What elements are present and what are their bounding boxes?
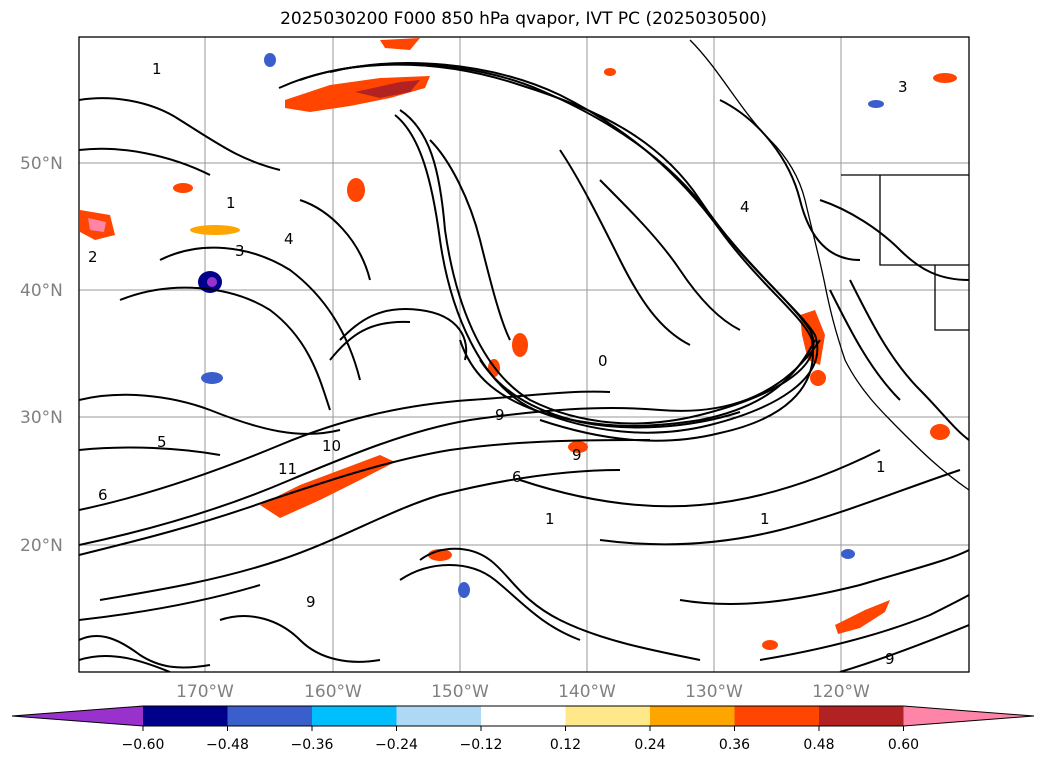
colorbar-tick-label: 0.48 xyxy=(803,737,834,753)
colorbar-bin xyxy=(819,706,904,726)
contour-label: 4 xyxy=(284,230,294,248)
contour-label: 1 xyxy=(876,458,886,476)
shade-blue-small-5 xyxy=(458,582,470,598)
colorbar-tick-label: 0.12 xyxy=(550,737,581,753)
contour-label: 9 xyxy=(572,446,582,464)
contour-label: 9 xyxy=(495,406,505,424)
shade-blue-small-3 xyxy=(868,100,884,108)
shade-southeast-band xyxy=(835,600,890,634)
lat-label-30n: 30°N xyxy=(20,408,63,428)
map-frame xyxy=(78,36,970,673)
longitude-labels: 170°W 160°W 150°W 140°W 130°W 120°W xyxy=(176,682,870,702)
lon-label-160w: 160°W xyxy=(304,682,362,702)
graticule xyxy=(79,37,969,672)
contour-label: 6 xyxy=(98,486,108,504)
colorbar-bin xyxy=(565,706,650,726)
shade-blue-small-1 xyxy=(201,372,223,384)
colorbar-tick-label: 0.24 xyxy=(634,737,665,753)
shade-blue-small-4 xyxy=(841,549,855,559)
colorbar-bin xyxy=(734,706,819,726)
colorbar-tick-label: −0.12 xyxy=(460,737,503,753)
shade-north-band-core xyxy=(355,80,420,98)
colorbar-tick-label: −0.48 xyxy=(206,737,249,753)
contour-label: 9 xyxy=(306,593,316,611)
shade-orange-7 xyxy=(930,424,950,440)
contour-label: 4 xyxy=(740,198,750,216)
colorbar-tick-marks xyxy=(142,726,904,731)
shade-orange-2 xyxy=(347,178,365,202)
contour-label: 3 xyxy=(235,242,245,260)
shade-orange-3 xyxy=(512,333,528,357)
colorbar-tick-label: −0.24 xyxy=(375,737,418,753)
colorbar-bin xyxy=(396,706,481,726)
colorbar-tick-label: 0.36 xyxy=(719,737,750,753)
shade-west-blob-core xyxy=(88,218,106,232)
contour-label: 3 xyxy=(898,78,908,96)
lat-label-50n: 50°N xyxy=(20,154,63,174)
colorbar-extend-high xyxy=(903,706,1034,726)
shade-north-band-edge xyxy=(380,38,420,50)
colorbar-bin xyxy=(227,706,312,726)
shade-orange-6 xyxy=(810,370,826,386)
shade-orange-10 xyxy=(762,640,778,650)
contour-label: 1 xyxy=(226,194,236,212)
lon-label-170w: 170°W xyxy=(176,682,234,702)
colorbar-bin xyxy=(650,706,735,726)
shade-blue-small-2 xyxy=(264,53,276,67)
latitude-labels: 50°N 40°N 30°N 20°N xyxy=(20,154,63,556)
colorbar-tick-label: 0.60 xyxy=(888,737,919,753)
colorbar-tick-label: −0.36 xyxy=(291,737,334,753)
shade-purple-cell xyxy=(207,277,217,287)
contour-label: 1 xyxy=(545,510,555,528)
lon-label-140w: 140°W xyxy=(558,682,616,702)
ivt-contours xyxy=(79,62,969,672)
colorbar-tick-label: −0.60 xyxy=(122,737,165,753)
coastlines xyxy=(689,39,969,491)
contour-label: 1 xyxy=(760,510,770,528)
contour-label: 0 xyxy=(598,352,608,370)
lon-label-150w: 150°W xyxy=(431,682,489,702)
lat-label-20n: 20°N xyxy=(20,536,63,556)
shade-orange-8 xyxy=(933,73,957,83)
map-plot-area: 1 2 3 4 5 6 9 10 11 0 1 1 1 4 6 3 9 9 1 … xyxy=(79,37,969,672)
contour-label: 10 xyxy=(322,437,341,455)
shade-orange-12 xyxy=(604,68,616,76)
contour-label: 11 xyxy=(278,460,297,478)
contour-label: 9 xyxy=(885,650,895,668)
shade-orange-5 xyxy=(568,441,588,453)
colorbar-bin xyxy=(143,706,228,726)
contour-label: 6 xyxy=(512,468,522,486)
shade-orange-1 xyxy=(173,183,193,193)
contour-label: 2 xyxy=(88,248,98,266)
lon-label-120w: 120°W xyxy=(812,682,870,702)
shade-orange-11 xyxy=(190,225,240,235)
colorbar: −0.60 −0.48 −0.36 −0.24 −0.12 0.12 0.24 … xyxy=(11,705,1035,753)
colorbar-extend-low xyxy=(12,706,143,726)
colorbar-bin xyxy=(481,706,566,726)
contour-labels: 1 2 3 4 5 6 9 10 11 0 1 1 1 4 6 3 9 9 1 … xyxy=(88,60,908,668)
lon-label-130w: 130°W xyxy=(685,682,743,702)
contour-label: 1 xyxy=(152,60,162,78)
colorbar-bin xyxy=(312,706,397,726)
lat-label-40n: 40°N xyxy=(20,281,63,301)
map-title: 2025030200 F000 850 hPa qvapor, IVT PC (… xyxy=(280,9,767,29)
contour-label: 5 xyxy=(157,433,167,451)
